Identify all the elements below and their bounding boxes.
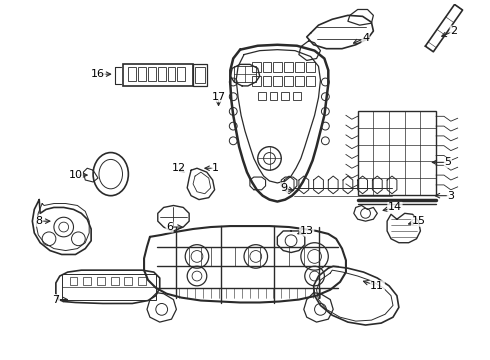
Text: 17: 17 [212,92,225,102]
Bar [281,92,289,100]
Bar [258,92,266,100]
Bar [83,277,91,285]
Bar [138,277,146,285]
Bar [158,67,166,81]
Bar [62,274,156,300]
Bar [122,64,193,86]
Text: 13: 13 [300,226,314,236]
Bar [128,67,136,81]
Bar [168,67,175,81]
Text: 3: 3 [447,191,454,201]
Bar [270,92,277,100]
Bar [306,62,315,72]
Bar [284,76,293,86]
Bar [195,67,205,83]
Text: 12: 12 [172,163,186,173]
Bar [284,62,293,72]
Bar [295,76,304,86]
Bar [124,277,132,285]
Text: 11: 11 [370,281,384,291]
Text: 10: 10 [69,170,82,180]
Text: 16: 16 [91,69,105,79]
Text: 6: 6 [166,222,173,232]
Bar [293,92,301,100]
Bar [148,67,156,81]
Bar [295,62,304,72]
Text: 9: 9 [281,183,288,193]
Bar [193,64,207,86]
Bar [177,67,185,81]
Bar [97,277,105,285]
Bar [234,66,256,82]
Text: 4: 4 [362,33,369,43]
Bar [252,62,261,72]
Text: 1: 1 [212,163,219,173]
Bar [111,277,119,285]
Bar [252,76,261,86]
Bar [306,76,315,86]
Bar [70,277,77,285]
Bar [358,111,436,195]
Text: 5: 5 [444,157,451,167]
Bar [273,76,282,86]
Text: 15: 15 [412,216,425,226]
Text: 2: 2 [450,26,457,36]
Bar [263,76,271,86]
Text: 7: 7 [52,294,59,305]
Bar [138,67,146,81]
Bar [263,62,271,72]
Text: 14: 14 [388,202,402,212]
Text: 8: 8 [36,216,43,226]
Bar [273,62,282,72]
